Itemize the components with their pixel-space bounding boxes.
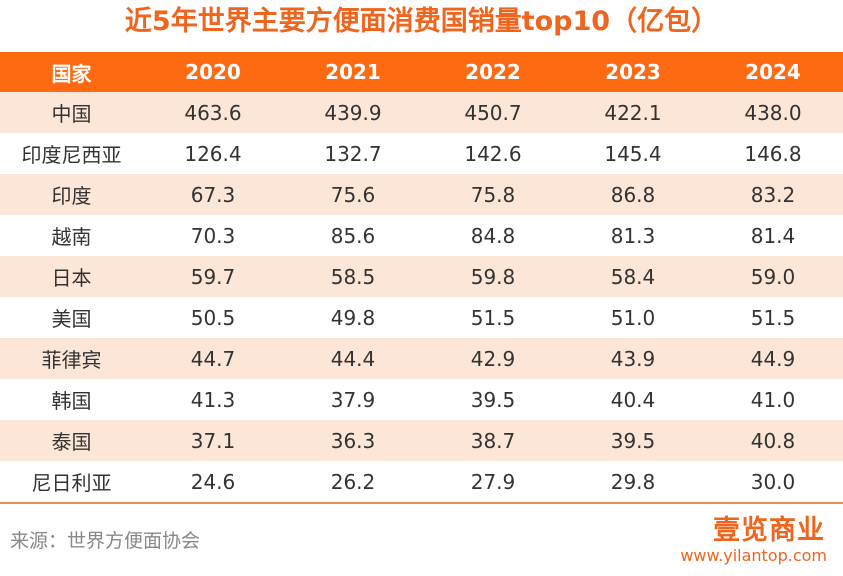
value-cell: 44.7 <box>143 338 283 379</box>
value-cell: 70.3 <box>190 223 236 248</box>
value-cell: 142.6 <box>464 141 522 166</box>
table-row: 日本 59.7 58.5 59.8 58.4 59.0 <box>0 256 843 297</box>
country-cell: 尼日利亚 <box>0 461 143 504</box>
value-cell: 81.4 <box>750 223 796 248</box>
table-row: 泰国 37.1 36.3 38.7 39.5 40.8 <box>0 420 843 461</box>
value-cell: 39.5 <box>470 387 516 412</box>
value-cell: 42.9 <box>423 338 563 379</box>
value-cell: 83.2 <box>703 174 843 215</box>
table-row: 美国 50.5 49.8 51.5 51.0 51.5 <box>0 297 843 338</box>
country-cell: 韩国 <box>51 389 92 413</box>
value-cell: 36.3 <box>283 420 423 461</box>
value-cell: 44.9 <box>703 338 843 379</box>
value-cell: 75.8 <box>423 174 563 215</box>
source: 来源：世界方便面协会 <box>10 530 201 552</box>
table-row: 越南 70.3 85.6 84.8 81.3 81.4 <box>0 215 843 256</box>
value-cell: 44.4 <box>283 338 423 379</box>
value-cell: 24.6 <box>143 461 283 504</box>
value-cell: 41.3 <box>190 387 236 412</box>
value-cell: 51.5 <box>750 305 796 330</box>
value-cell: 50.5 <box>190 305 236 330</box>
column-header: 2024 <box>703 52 843 92</box>
value-cell: 37.1 <box>143 420 283 461</box>
country-cell: 印度 <box>0 174 143 215</box>
value-cell: 81.3 <box>610 223 656 248</box>
country-cell: 中国 <box>0 92 143 133</box>
country-cell: 泰国 <box>0 420 143 461</box>
table-body: 中国 463.6 439.9 450.7 422.1 438.0 印度尼西亚 126.4 132… <box>0 92 843 504</box>
value-cell: 132.7 <box>324 141 382 166</box>
value-cell: 40.4 <box>610 387 656 412</box>
value-cell: 59.8 <box>423 256 563 297</box>
value-cell: 39.5 <box>563 420 703 461</box>
value-cell: 37.9 <box>330 387 376 412</box>
column-header: 2023 <box>563 52 703 92</box>
value-cell: 439.9 <box>283 92 423 133</box>
table-row: 菲律宾 44.7 44.4 42.9 43.9 44.9 <box>0 338 843 379</box>
value-cell: 438.0 <box>703 92 843 133</box>
value-cell: 30.0 <box>703 461 843 504</box>
url: www.yilantop.com <box>680 546 827 565</box>
value-cell: 450.7 <box>423 92 563 133</box>
title: 近5年世界主要方便面消费国销量top10（亿包） <box>124 6 719 37</box>
column-header: 国家 <box>0 52 143 92</box>
logo: 壹览商业 <box>713 515 825 546</box>
sales-table: 国家 2020 2021 2022 2023 2024 中国 463.6 439.9 450.7… <box>0 52 843 504</box>
header-row: 国家 2020 2021 2022 2023 2024 <box>0 52 843 92</box>
table-row: 印度尼西亚 126.4 132.7 142.6 145.4 146.8 <box>0 133 843 174</box>
value-cell: 41.0 <box>750 387 796 412</box>
country-cell: 越南 <box>51 225 92 249</box>
value-cell: 145.4 <box>604 141 662 166</box>
table-row: 韩国 41.3 37.9 39.5 40.4 41.0 <box>0 379 843 420</box>
country-cell: 日本 <box>0 256 143 297</box>
value-cell: 85.6 <box>330 223 376 248</box>
value-cell: 75.6 <box>283 174 423 215</box>
value-cell: 146.8 <box>744 141 802 166</box>
value-cell: 58.4 <box>563 256 703 297</box>
value-cell: 67.3 <box>143 174 283 215</box>
column-header: 2022 <box>423 52 563 92</box>
table-row: 中国 463.6 439.9 450.7 422.1 438.0 <box>0 92 843 133</box>
value-cell: 49.8 <box>330 305 376 330</box>
value-cell: 463.6 <box>143 92 283 133</box>
value-cell: 59.0 <box>703 256 843 297</box>
value-cell: 51.5 <box>470 305 516 330</box>
value-cell: 86.8 <box>563 174 703 215</box>
column-header: 2021 <box>283 52 423 92</box>
value-cell: 422.1 <box>563 92 703 133</box>
value-cell: 59.7 <box>143 256 283 297</box>
value-cell: 126.4 <box>184 141 242 166</box>
value-cell: 29.8 <box>563 461 703 504</box>
table-row: 印度 67.3 75.6 75.8 86.8 83.2 <box>0 174 843 215</box>
value-cell: 40.8 <box>703 420 843 461</box>
country-cell: 美国 <box>51 307 92 331</box>
country-cell: 印度尼西亚 <box>21 143 122 167</box>
country-cell: 菲律宾 <box>0 338 143 379</box>
column-header: 2020 <box>143 52 283 92</box>
value-cell: 51.0 <box>610 305 656 330</box>
value-cell: 27.9 <box>423 461 563 504</box>
value-cell: 84.8 <box>470 223 516 248</box>
value-cell: 26.2 <box>283 461 423 504</box>
value-cell: 43.9 <box>563 338 703 379</box>
table-row: 尼日利亚 24.6 26.2 27.9 29.8 30.0 <box>0 461 843 504</box>
value-cell: 58.5 <box>283 256 423 297</box>
value-cell: 38.7 <box>423 420 563 461</box>
